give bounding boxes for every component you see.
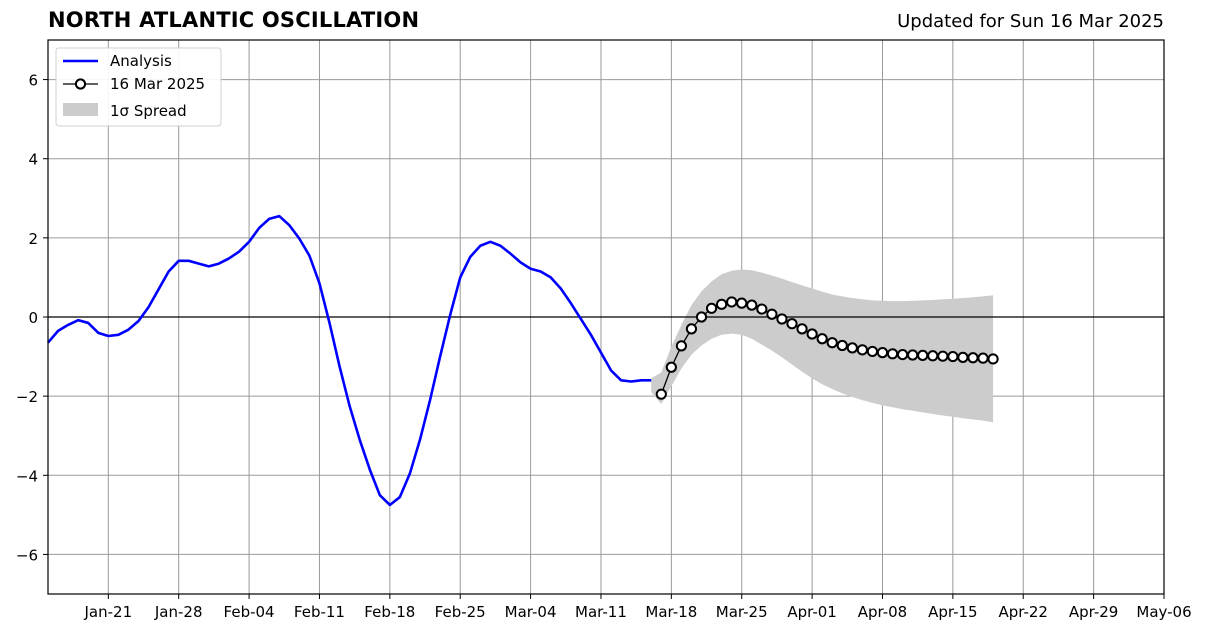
- x-tick-label: Mar-25: [716, 603, 768, 621]
- updated-date: Updated for Sun 16 Mar 2025: [897, 11, 1164, 32]
- forecast-point: [987, 353, 999, 365]
- analysis-line: [47, 214, 652, 507]
- forecast-point: [927, 350, 939, 362]
- y-tick-label: 0: [28, 309, 38, 327]
- forecast-point: [937, 350, 949, 362]
- forecast-point: [796, 323, 808, 335]
- legend: Analysis 16 Mar 2025 1σ Spread: [55, 47, 222, 127]
- x-tick-label: Feb-04: [224, 603, 275, 621]
- forecast-point: [746, 299, 758, 311]
- x-tick-label: Mar-04: [505, 603, 557, 621]
- spread-band: [651, 269, 994, 423]
- forecast-point: [806, 328, 818, 340]
- forecast-point: [917, 349, 929, 361]
- forecast-point: [957, 351, 969, 363]
- forecast-point: [816, 333, 828, 345]
- forecast-point: [726, 296, 738, 308]
- legend-spread-swatch: [63, 103, 98, 116]
- forecast-point: [967, 352, 979, 364]
- legend-label: 1σ Spread: [110, 102, 187, 120]
- forecast-point: [695, 311, 708, 323]
- forecast-point: [675, 340, 688, 352]
- forecast-point: [977, 352, 989, 364]
- forecast-point: [736, 297, 748, 309]
- forecast-point: [716, 298, 728, 310]
- forecast-point: [947, 350, 959, 363]
- x-tick-label: Feb-11: [294, 603, 345, 621]
- forecast-point: [886, 348, 899, 360]
- forecast-point: [876, 347, 889, 359]
- x-tick-label: Apr-29: [1069, 603, 1119, 621]
- forecast-point: [705, 302, 718, 314]
- series-layer: [47, 214, 999, 507]
- forecast-point: [856, 344, 868, 356]
- forecast-point: [756, 303, 768, 315]
- forecast-point: [907, 349, 919, 361]
- forecast-point: [786, 318, 798, 330]
- x-tick-label: Jan-21: [84, 603, 133, 621]
- forecast-point: [846, 342, 858, 354]
- forecast-point: [826, 337, 838, 349]
- forecast-point: [665, 361, 677, 373]
- forecast-point: [776, 313, 788, 325]
- y-tick-label: −2: [16, 388, 38, 406]
- x-tick-label: May-06: [1136, 603, 1191, 621]
- forecast-point: [766, 308, 778, 320]
- chart-title: NORTH ATLANTIC OSCILLATION: [48, 8, 420, 32]
- y-tick-label: −4: [16, 467, 38, 485]
- y-tick-label: −6: [16, 546, 38, 564]
- x-tick-label: Mar-11: [575, 603, 627, 621]
- x-tick-label: Feb-25: [435, 603, 486, 621]
- y-tick-label: 2: [28, 230, 38, 248]
- x-tick-label: Apr-15: [928, 603, 978, 621]
- axes: Jan-21 Jan-28 Feb-04 Feb-11 Feb-18 Feb-25 Mar-…: [16, 39, 1192, 621]
- forecast-point: [685, 323, 698, 335]
- y-tick-label: 6: [28, 72, 38, 90]
- forecast-point: [655, 388, 667, 400]
- legend-forecast-marker: [74, 78, 87, 90]
- x-tick-label: Jan-28: [154, 603, 203, 621]
- x-tick-label: Apr-22: [998, 603, 1048, 621]
- forecast-point: [896, 348, 909, 361]
- forecast-point: [866, 345, 879, 358]
- x-tick-label: Feb-18: [364, 603, 415, 621]
- legend-label: 16 Mar 2025: [110, 75, 205, 93]
- legend-label: Analysis: [110, 52, 172, 70]
- x-tick-label: Mar-18: [645, 603, 697, 621]
- y-tick-label: 4: [28, 151, 38, 169]
- x-tick-label: Apr-08: [858, 603, 908, 621]
- forecast-point: [836, 339, 848, 352]
- spread-layer: [651, 269, 994, 423]
- x-tick-label: Apr-01: [787, 603, 837, 621]
